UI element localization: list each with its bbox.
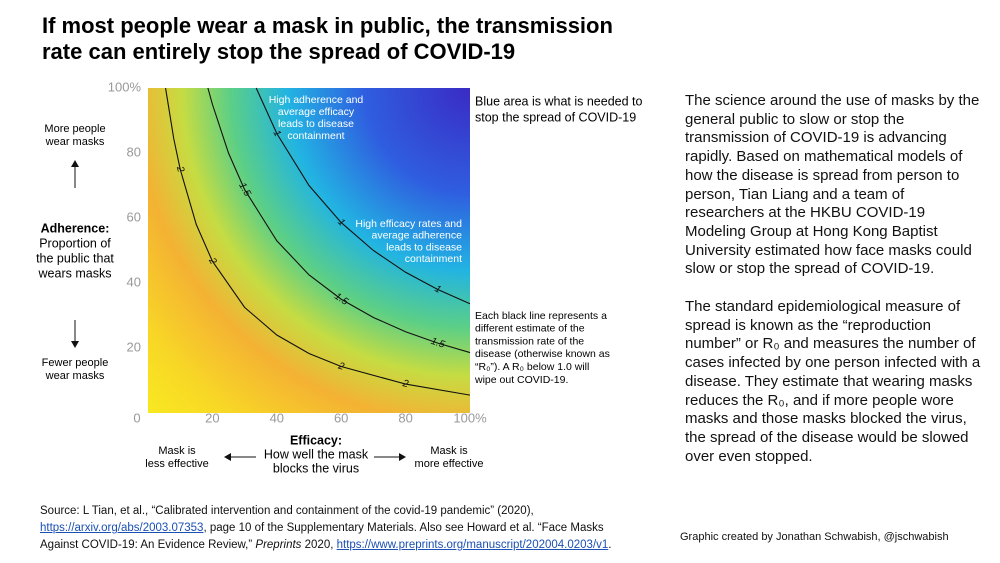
body-paragraph: The science around the use of masks by t… (685, 92, 980, 278)
annotation: stop the spread of COVID-19 (475, 110, 636, 124)
annotation: Blue area is what is needed to (475, 94, 643, 108)
chart-title: If most people wear a mask in public, th… (42, 13, 613, 38)
source-text: 2020, (301, 539, 337, 551)
annotation: average adherence (372, 230, 463, 242)
annotation: High efficacy rates and (355, 218, 462, 230)
annotation: leads to disease (278, 118, 354, 130)
annotation: containment (405, 253, 462, 265)
contour-label: 2 (174, 164, 186, 174)
contour-line (255, 87, 471, 305)
source-link[interactable]: https://arxiv.org/abs/2003.07353 (40, 522, 204, 534)
y-axis-title: wears masks (38, 266, 112, 280)
x-axis-note: Mask is (158, 445, 196, 457)
y-axis-note: wear masks (45, 136, 105, 148)
x-axis-title: Efficacy: (290, 433, 342, 447)
x-axis-note: more effective (415, 458, 484, 470)
annotation: average efficacy (278, 106, 355, 118)
x-axis-note: less effective (145, 458, 208, 470)
annotation: transmission rate of the (475, 335, 584, 347)
y-axis-note: More people (44, 123, 105, 135)
axis-arrows (71, 160, 406, 461)
annotation: Each black line represents a (475, 310, 607, 322)
source-text: Source: L Tian, et al., “Calibrated inte… (40, 505, 534, 517)
y-tick-label: 20 (127, 339, 141, 354)
heatmap (148, 88, 470, 413)
x-tick-label: 20 (205, 410, 219, 425)
y-tick-label: 100% (108, 79, 142, 94)
x-tick-label: 0 (133, 410, 140, 425)
x-tick-label: 100% (453, 410, 487, 425)
y-tick-label: 60 (127, 209, 141, 224)
source-text: , page 10 of the Supplementary Materials… (40, 522, 604, 551)
chart-title: rate can entirely stop the spread of COV… (42, 39, 515, 64)
contour-line (207, 87, 471, 354)
x-axis-title: blocks the virus (273, 461, 359, 475)
x-tick-label: 40 (270, 410, 284, 425)
y-axis-title: the public that (36, 251, 114, 265)
annotation: disease (otherwise known as (475, 348, 610, 360)
x-axis-note: Mask is (430, 445, 468, 457)
y-axis-note: wear masks (45, 370, 105, 382)
source-text: . (608, 539, 612, 551)
source-text: Preprints (255, 539, 302, 551)
x-tick-label: 80 (398, 410, 412, 425)
contour-label: 1 (335, 217, 347, 229)
y-axis-title: Adherence: (41, 221, 110, 235)
contour-label: 2 (336, 360, 346, 373)
credit: Graphic created by Jonathan Schwabish, @… (680, 531, 949, 543)
contour-label: 2 (206, 255, 219, 267)
contour-label: 1.5 (429, 336, 446, 351)
y-tick-label: 80 (127, 144, 141, 159)
y-axis-title: Proportion of (39, 236, 111, 250)
x-tick-label: 60 (334, 410, 348, 425)
y-tick-label: 40 (127, 274, 141, 289)
annotation: “R₀”). A R₀ below 1.0 will (475, 361, 589, 373)
contour-label: 1 (433, 283, 443, 295)
annotation: containment (287, 130, 344, 142)
source: Source: L Tian, et al., “Calibrated inte… (40, 503, 640, 554)
annotation: High adherence and (269, 94, 364, 106)
body-paragraph: The standard epidemiological measure of … (685, 298, 981, 465)
annotation: different estimate of the (475, 323, 585, 335)
y-axis-note: Fewer people (42, 357, 109, 369)
annotation: wipe out COVID-19. (474, 374, 568, 386)
contour-line (165, 87, 471, 396)
contour-label: 2 (401, 378, 410, 390)
annotation: leads to disease (386, 241, 462, 253)
source-link[interactable]: https://www.preprints.org/manuscript/202… (336, 539, 609, 551)
x-axis-title: How well the mask (264, 447, 369, 461)
contour-label: 1 (271, 129, 283, 139)
